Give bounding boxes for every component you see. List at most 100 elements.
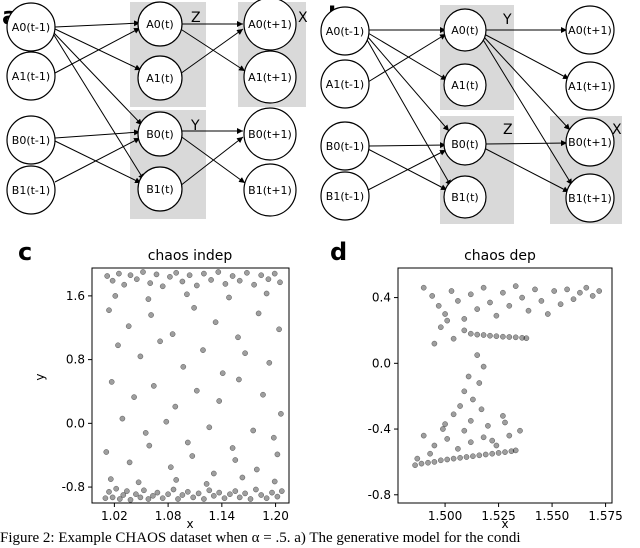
- data-point: [467, 417, 474, 424]
- data-point: [184, 439, 191, 446]
- data-point: [173, 477, 180, 483]
- data-point: [495, 450, 502, 456]
- data-point: [506, 302, 513, 309]
- data-point: [570, 296, 577, 303]
- data-point: [532, 286, 538, 293]
- data-point: [596, 288, 603, 294]
- x-tick-label: 1.525: [481, 509, 515, 523]
- data-point: [167, 464, 174, 471]
- data-point: [457, 454, 463, 461]
- svg-text:A1(t-1): A1(t-1): [12, 70, 50, 83]
- data-point: [108, 379, 115, 385]
- data-point: [250, 427, 257, 434]
- data-point: [258, 492, 265, 498]
- node-b1-t-minus-1: B1(t-1): [6, 165, 56, 215]
- data-point: [583, 284, 590, 291]
- data-point: [145, 296, 152, 302]
- svg-text:A1(t): A1(t): [146, 72, 173, 85]
- data-point: [478, 406, 485, 413]
- data-point: [127, 496, 134, 503]
- data-point: [418, 460, 425, 467]
- data-point: [137, 353, 144, 360]
- data-point: [414, 455, 421, 462]
- data-point: [112, 293, 119, 299]
- data-point: [476, 452, 483, 459]
- node-b0-t-minus-1: B0(t-1): [6, 115, 56, 165]
- data-point: [500, 413, 506, 419]
- node-a0-t: A0(t): [443, 8, 487, 52]
- data-point: [189, 453, 196, 459]
- data-point: [140, 269, 146, 275]
- data-point: [116, 496, 123, 502]
- data-point: [444, 317, 451, 324]
- chart-title: chaos indep: [148, 248, 233, 264]
- data-point: [427, 450, 433, 457]
- data-point: [508, 448, 515, 455]
- data-point: [448, 288, 455, 294]
- data-point: [170, 486, 177, 493]
- svg-text:B1(t): B1(t): [451, 191, 478, 204]
- svg-text:B1(t+1): B1(t+1): [568, 192, 612, 205]
- y-tick-label: -0.8: [62, 480, 85, 494]
- data-point: [431, 459, 438, 465]
- data-point: [480, 434, 487, 441]
- data-point: [258, 272, 265, 279]
- svg-text:B0(t): B0(t): [451, 138, 478, 151]
- group-label-x: X: [612, 122, 622, 138]
- data-point: [206, 487, 213, 494]
- data-point: [184, 488, 191, 495]
- data-point: [255, 310, 262, 317]
- svg-text:A1(t): A1(t): [451, 79, 478, 92]
- data-point: [270, 434, 277, 441]
- data-point: [191, 304, 197, 311]
- node-b0-t-plus-1: B0(t+1): [565, 117, 615, 167]
- data-point: [159, 495, 166, 502]
- data-point: [271, 478, 278, 485]
- chart-title: chaos dep: [464, 248, 536, 264]
- data-point: [163, 418, 170, 425]
- data-point: [232, 488, 239, 494]
- data-point: [200, 347, 206, 353]
- data-point: [201, 496, 207, 502]
- x-axis-label: x: [186, 517, 193, 531]
- data-point: [461, 427, 468, 434]
- node-a1-t-plus-1: A1(t+1): [243, 50, 297, 104]
- data-point: [145, 496, 152, 502]
- data-point: [251, 281, 257, 288]
- data-point: [236, 277, 243, 284]
- data-point: [470, 396, 476, 403]
- data-point: [102, 495, 109, 502]
- data-point: [429, 293, 436, 299]
- data-point: [551, 288, 558, 294]
- data-point: [538, 298, 545, 304]
- data-point: [425, 459, 431, 466]
- node-a1-t: A1(t): [137, 55, 183, 101]
- node-b1-t: B1(t): [137, 166, 183, 212]
- panel-a-diagram: a Z X Y A0(t-1) A1(t-1) B0(t-1) B1(t-1) …: [2, 0, 308, 219]
- svg-text:B0(t-1): B0(t-1): [326, 140, 364, 153]
- data-point: [193, 282, 200, 289]
- plot-frame: [91, 267, 290, 504]
- node-b1-t-plus-1: B1(t+1): [565, 173, 615, 223]
- data-point: [236, 376, 242, 383]
- node-a1-t-minus-1: A1(t-1): [6, 51, 56, 101]
- data-point: [544, 311, 551, 317]
- svg-text:B0(t+1): B0(t+1): [248, 128, 292, 141]
- data-point: [159, 283, 166, 290]
- data-point: [235, 334, 241, 341]
- node-a1-t-plus-1: A1(t+1): [565, 61, 615, 111]
- data-point: [271, 270, 278, 277]
- data-point: [480, 363, 487, 370]
- node-b0-t-plus-1: B0(t+1): [243, 107, 297, 161]
- data-point: [247, 496, 254, 502]
- svg-text:B1(t+1): B1(t+1): [248, 184, 292, 197]
- data-point: [506, 432, 513, 439]
- data-point: [179, 492, 186, 498]
- data-point: [444, 436, 451, 442]
- svg-text:A1(t-1): A1(t-1): [326, 78, 364, 91]
- data-point: [135, 479, 142, 486]
- data-point: [239, 474, 246, 481]
- chart-chaos-dep: d chaos dep 1.500 1.525 1.550 1.575 0.4 0.0 -0…: [330, 238, 623, 531]
- data-point: [474, 306, 481, 312]
- data-point: [487, 332, 493, 339]
